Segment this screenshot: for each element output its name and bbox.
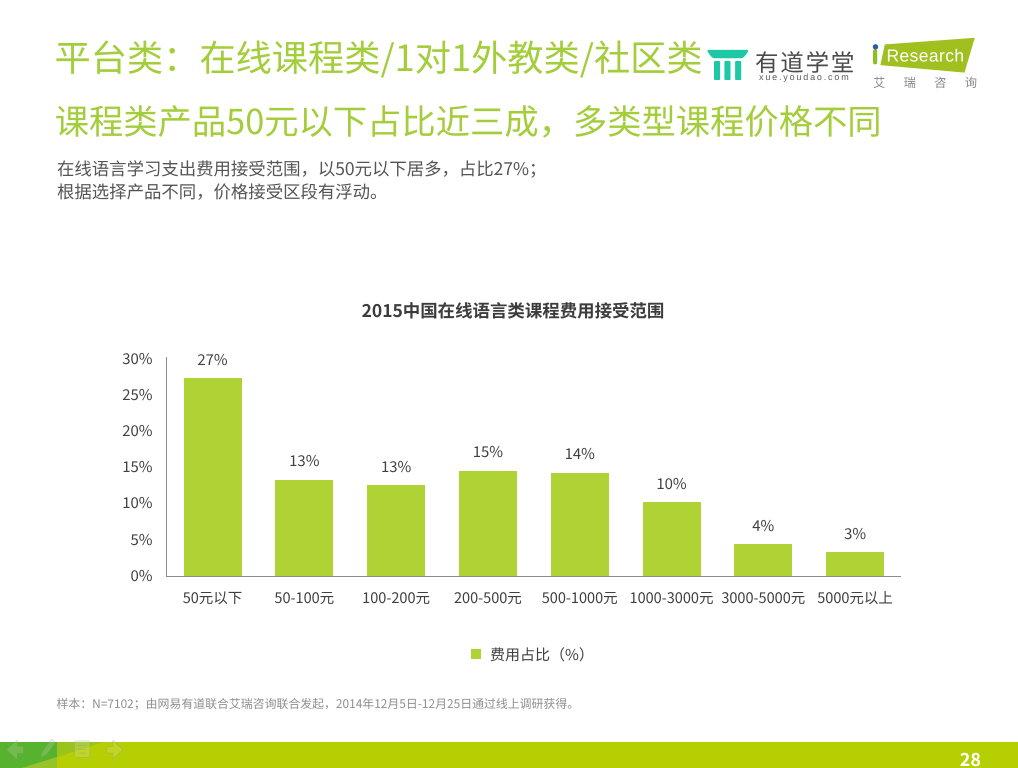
svg-text:Research: Research <box>887 46 965 66</box>
